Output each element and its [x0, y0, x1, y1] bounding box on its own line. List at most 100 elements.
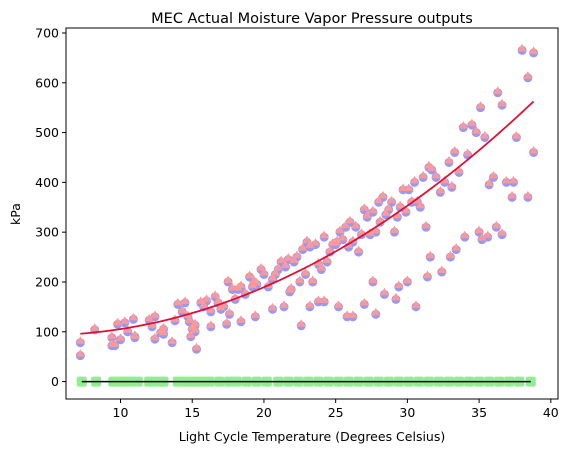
data-marker-55 — [289, 255, 299, 264]
data-marker-29 — [206, 305, 216, 313]
data-marker-50 — [273, 263, 283, 271]
data-marker-94 — [395, 200, 405, 209]
data-marker-170 — [497, 228, 507, 236]
data-marker-81 — [359, 203, 369, 211]
data-marker-82 — [362, 210, 372, 219]
data-marker-13 — [150, 310, 160, 318]
data-marker-163 — [313, 295, 323, 303]
data-marker-110 — [447, 180, 457, 189]
data-marker-122 — [497, 98, 507, 107]
data-marker-123 — [501, 175, 511, 184]
data-marker-144 — [334, 300, 344, 308]
data-marker-128 — [529, 46, 539, 54]
data-marker-131 — [150, 332, 160, 341]
zero-series-markers — [76, 376, 536, 387]
data-marker-113 — [458, 121, 468, 129]
data-marker-120 — [488, 170, 498, 179]
data-marker-3 — [107, 331, 117, 339]
data-marker-1 — [75, 349, 85, 357]
fit-curve — [80, 100, 535, 335]
data-marker-158 — [491, 220, 501, 229]
data-marker-65 — [316, 263, 326, 271]
data-marker-135 — [206, 320, 216, 328]
data-marker-53 — [283, 253, 293, 261]
data-marker-152 — [422, 270, 432, 278]
data-marker-164 — [342, 310, 352, 318]
data-marker-148 — [379, 287, 389, 296]
data-marker-31 — [213, 296, 223, 304]
data-marker-121 — [493, 86, 503, 94]
data-marker-108 — [440, 175, 450, 184]
data-marker-83 — [365, 228, 375, 236]
data-marker-109 — [444, 155, 454, 164]
data-marker-159 — [509, 175, 519, 184]
data-marker-160 — [523, 190, 533, 199]
data-points-front-layer — [75, 43, 539, 357]
data-marker-15 — [159, 327, 169, 336]
data-marker-87 — [375, 215, 385, 224]
x-tick-label-15: 15 — [184, 405, 200, 420]
data-marker-91 — [387, 195, 397, 204]
data-marker-20 — [180, 296, 190, 304]
data-marker-143 — [319, 295, 329, 303]
data-marker-140 — [279, 300, 289, 308]
data-marker-137 — [236, 315, 246, 323]
y-tick-label-0: 0 — [51, 374, 59, 389]
data-marker-5 — [113, 317, 123, 326]
data-marker-28 — [202, 294, 212, 302]
data-marker-92 — [389, 225, 399, 234]
data-marker-112 — [454, 165, 464, 174]
data-marker-58 — [298, 243, 308, 251]
data-marker-79 — [354, 245, 364, 254]
data-marker-6 — [116, 333, 126, 341]
x-tick-label-30: 30 — [399, 405, 415, 420]
data-marker-114 — [463, 148, 473, 156]
data-marker-48 — [268, 272, 278, 281]
data-marker-149 — [391, 292, 401, 301]
y-tick-label-200: 200 — [35, 274, 59, 289]
data-marker-62 — [308, 275, 318, 283]
data-marker-154 — [445, 250, 455, 259]
data-marker-85 — [371, 225, 381, 234]
data-marker-35 — [225, 307, 235, 316]
y-tick-label-500: 500 — [35, 125, 59, 140]
data-marker-68 — [325, 245, 335, 254]
data-marker-11 — [144, 313, 154, 322]
x-tick-label-10: 10 — [113, 405, 129, 420]
data-marker-118 — [480, 131, 490, 139]
data-marker-60 — [302, 235, 312, 244]
data-marker-136 — [222, 317, 232, 326]
data-marker-9 — [128, 312, 138, 321]
data-marker-153 — [437, 265, 447, 274]
data-marker-63 — [311, 238, 321, 246]
data-marker-146 — [359, 297, 369, 306]
data-marker-89 — [381, 208, 391, 216]
data-marker-73 — [338, 233, 348, 241]
data-marker-142 — [305, 300, 315, 308]
data-marker-95 — [398, 183, 408, 191]
data-marker-139 — [268, 302, 278, 311]
data-marker-46 — [259, 268, 269, 276]
data-marker-18 — [173, 297, 183, 306]
data-marker-165 — [368, 275, 378, 283]
data-marker-24 — [190, 318, 200, 327]
data-marker-88 — [378, 190, 388, 199]
data-marker-116 — [471, 126, 481, 134]
data-marker-36 — [227, 282, 237, 291]
data-marker-72 — [335, 225, 345, 234]
data-marker-125 — [511, 131, 521, 139]
data-marker-117 — [476, 101, 486, 109]
x-axis-ticks: 10 15 20 25 30 35 40 — [113, 399, 559, 420]
x-tick-label-35: 35 — [471, 405, 487, 420]
data-marker-166 — [394, 280, 404, 288]
y-axis-label: kPa — [8, 203, 23, 225]
data-marker-7 — [120, 316, 130, 324]
data-marker-168 — [451, 243, 461, 251]
data-marker-145 — [348, 310, 358, 318]
data-marker-30 — [210, 290, 220, 298]
data-marker-84 — [368, 205, 378, 214]
data-marker-76 — [345, 215, 355, 224]
data-marker-129 — [110, 339, 120, 347]
data-marker-74 — [341, 220, 351, 229]
data-marker-102 — [418, 170, 428, 179]
